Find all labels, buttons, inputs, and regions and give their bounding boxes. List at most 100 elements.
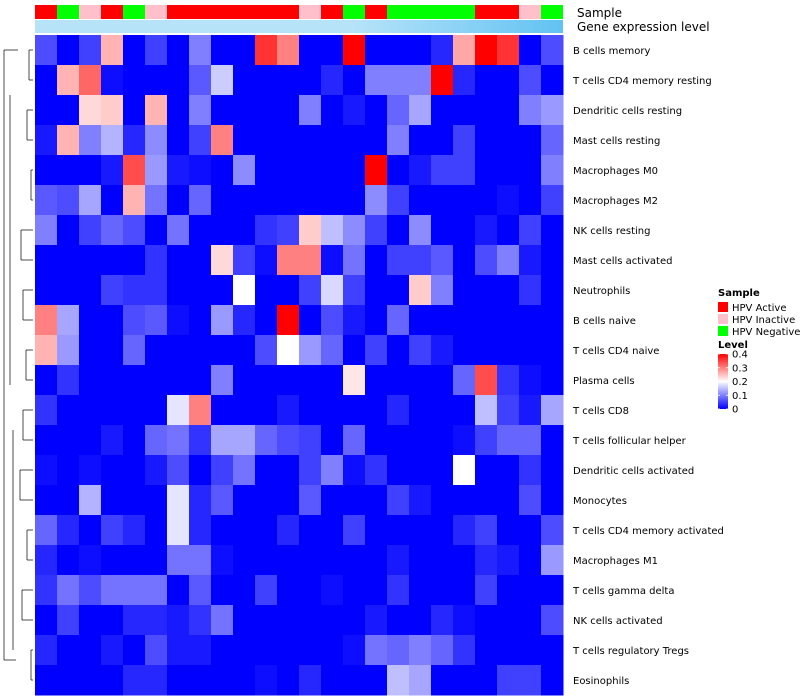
- heatmap-cell: [123, 305, 146, 336]
- heatmap-cell: [453, 605, 476, 636]
- heatmap-cell: [409, 155, 432, 186]
- heatmap-cell: [365, 245, 388, 276]
- heatmap-cell: [211, 245, 234, 276]
- heatmap-cell: [233, 575, 256, 606]
- heatmap-cell: [453, 65, 476, 96]
- heatmap-cell: [431, 215, 454, 246]
- heatmap-cell: [431, 395, 454, 426]
- heatmap-cell: [453, 305, 476, 336]
- heatmap-cell: [343, 395, 366, 426]
- heatmap-cell: [409, 245, 432, 276]
- heatmap-cell: [431, 35, 454, 66]
- heatmap-cell: [541, 125, 564, 156]
- heatmap-cell: [541, 605, 564, 636]
- heatmap-cell: [189, 485, 212, 516]
- heatmap-cell: [365, 455, 388, 486]
- heatmap-cell: [299, 305, 322, 336]
- heatmap-cell: [123, 395, 146, 426]
- heatmap-cell: [431, 275, 454, 306]
- heatmap-cell: [387, 95, 410, 126]
- heatmap-cell: [35, 515, 58, 546]
- heatmap-cell: [541, 95, 564, 126]
- heatmap-cell: [541, 245, 564, 276]
- heatmap-cell: [57, 425, 80, 456]
- heatmap-cell: [167, 575, 190, 606]
- heatmap-cell: [189, 545, 212, 576]
- heatmap-cell: [519, 545, 542, 576]
- heatmap-cell: [167, 395, 190, 426]
- heatmap-cell: [475, 545, 498, 576]
- heatmap-cell: [343, 455, 366, 486]
- heatmap-cell: [497, 545, 520, 576]
- annotation-label-gene-expression: Gene expression level: [577, 20, 710, 34]
- heatmap-cell: [299, 275, 322, 306]
- sample-annotation-cell: [541, 5, 563, 19]
- row-label: Macrophages M0: [573, 166, 658, 177]
- heatmap-cell: [497, 575, 520, 606]
- legend-sample-title: Sample: [718, 288, 760, 299]
- heatmap-cell: [255, 455, 278, 486]
- heatmap-cell: [101, 245, 124, 276]
- heatmap-cell: [409, 305, 432, 336]
- heatmap-cell: [431, 455, 454, 486]
- heatmap-cell: [387, 575, 410, 606]
- heatmap-cell: [431, 515, 454, 546]
- heatmap-cell: [123, 575, 146, 606]
- heatmap-cell: [497, 65, 520, 96]
- heatmap-cell: [277, 35, 300, 66]
- heatmap-cell: [35, 95, 58, 126]
- heatmap-cell: [475, 665, 498, 696]
- heatmap-cell: [35, 635, 58, 666]
- heatmap-cell: [189, 455, 212, 486]
- heatmap-cell: [343, 605, 366, 636]
- heatmap-cell: [497, 155, 520, 186]
- legend-sample-swatch: [718, 314, 728, 324]
- heatmap-cell: [541, 665, 564, 696]
- heatmap-cell: [409, 545, 432, 576]
- legend-level: Level 0.4 0.3 0.2 0.1 0: [718, 340, 748, 416]
- heatmap-cell: [79, 455, 102, 486]
- legend-sample-label: HPV Active: [732, 303, 787, 314]
- heatmap-cell: [189, 95, 212, 126]
- heatmap-cell: [343, 515, 366, 546]
- heatmap-cell: [123, 155, 146, 186]
- heatmap-cell: [343, 125, 366, 156]
- heatmap-cell: [211, 485, 234, 516]
- heatmap-cell: [299, 335, 322, 366]
- heatmap-cell: [35, 305, 58, 336]
- heatmap-cell: [255, 335, 278, 366]
- row-label: B cells naive: [573, 316, 636, 327]
- heatmap-cell: [211, 395, 234, 426]
- heatmap-cell: [387, 605, 410, 636]
- heatmap-cell: [321, 485, 344, 516]
- heatmap-cell: [519, 215, 542, 246]
- heatmap-cell: [541, 65, 564, 96]
- heatmap-cell: [409, 335, 432, 366]
- sample-annotation-cell: [497, 5, 519, 19]
- row-label: T cells CD4 memory resting: [572, 76, 712, 87]
- heatmap-cell: [387, 455, 410, 486]
- heatmap-cell: [431, 485, 454, 516]
- heatmap-cell: [541, 425, 564, 456]
- heatmap-cell: [541, 275, 564, 306]
- heatmap-cell: [519, 35, 542, 66]
- heatmap-cell: [167, 425, 190, 456]
- heatmap-cell: [343, 245, 366, 276]
- heatmap-cell: [145, 485, 168, 516]
- heatmap-cell: [497, 305, 520, 336]
- heatmap-cell: [167, 515, 190, 546]
- sample-annotation-cell: [211, 5, 233, 19]
- heatmap-cell: [497, 95, 520, 126]
- heatmap-cell: [365, 365, 388, 396]
- row-label: Mast cells activated: [573, 256, 672, 267]
- heatmap-cell: [453, 95, 476, 126]
- heatmap-cell: [167, 545, 190, 576]
- heatmap-cell: [79, 245, 102, 276]
- heatmap-cell: [145, 125, 168, 156]
- heatmap-cell: [299, 395, 322, 426]
- heatmap-cell: [167, 635, 190, 666]
- row-label: B cells memory: [573, 46, 650, 57]
- heatmap-cell: [233, 545, 256, 576]
- heatmap-cell: [343, 635, 366, 666]
